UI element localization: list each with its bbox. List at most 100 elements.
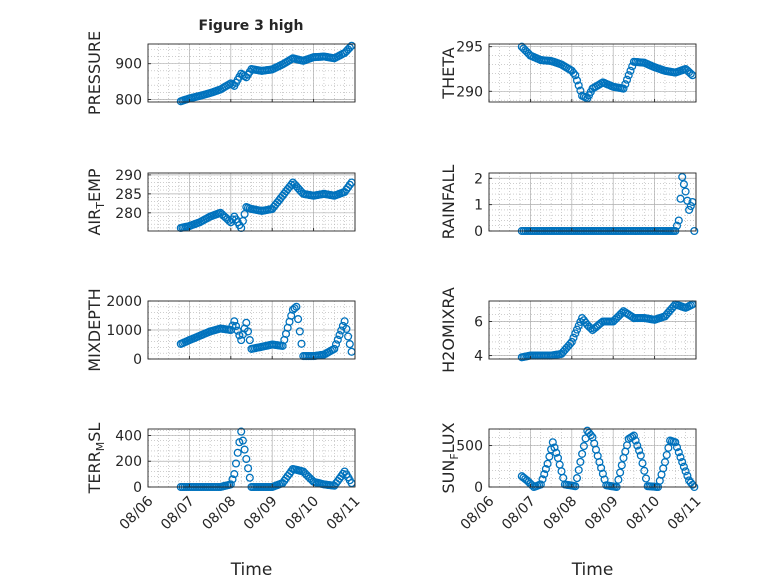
axes-background — [148, 173, 355, 231]
y-tick-label: 280 — [115, 206, 142, 222]
x-tick-label: 08/07 — [158, 493, 198, 533]
data-point — [640, 466, 649, 475]
y-tick-label: 290 — [115, 168, 142, 184]
data-point — [230, 317, 239, 326]
data-point — [335, 331, 344, 340]
y-tick-label: 0 — [474, 480, 483, 496]
axes-background — [489, 173, 696, 231]
data-point — [548, 438, 557, 447]
figure-title: Figure 3 high — [199, 18, 304, 34]
data-point — [340, 317, 349, 326]
y-axis-label: AIRTEMP — [85, 168, 107, 235]
data-point — [245, 336, 254, 345]
data-point — [631, 436, 640, 445]
data-point — [345, 180, 354, 189]
data-point — [344, 332, 353, 341]
data-point — [240, 445, 249, 454]
axes-box — [147, 172, 356, 232]
y-axis-label: SUNFLUX — [439, 422, 461, 493]
data-point — [579, 442, 588, 451]
y-tick-label: 2 — [474, 171, 483, 187]
x-tick-label: 08/10 — [623, 493, 663, 533]
data-point — [540, 470, 549, 479]
x-axis-label: Time — [230, 560, 273, 580]
data-point — [574, 465, 583, 475]
x-tick-label: 08/08 — [199, 493, 239, 533]
data-point — [572, 325, 582, 334]
data-series — [517, 300, 697, 362]
data-point — [616, 468, 625, 477]
data-point — [543, 459, 552, 468]
data-point — [235, 331, 244, 340]
y-tick-label: 0 — [474, 224, 483, 240]
y-tick-label: 800 — [115, 92, 142, 108]
data-point — [662, 450, 671, 460]
data-point — [574, 321, 583, 330]
data-point — [672, 443, 682, 452]
data-point — [243, 327, 253, 336]
data-point — [566, 339, 575, 348]
data-point — [294, 315, 303, 324]
data-point — [674, 448, 683, 457]
x-tick-label: 08/09 — [582, 493, 622, 533]
data-series — [176, 178, 356, 233]
data-point — [622, 75, 632, 84]
data-point — [238, 436, 247, 445]
data-point — [245, 473, 254, 482]
x-tick-label: 08/06 — [458, 493, 498, 533]
data-point — [290, 304, 299, 313]
data-point — [295, 327, 304, 336]
data-point — [621, 80, 630, 89]
axes-box — [147, 43, 356, 103]
data-point — [567, 337, 576, 346]
subplot-3: 280 285 290 AIRTEMP — [85, 168, 356, 236]
data-point — [678, 172, 687, 182]
data-point — [678, 458, 687, 467]
data-point — [576, 457, 585, 466]
data-point — [674, 216, 683, 225]
data-point — [550, 443, 559, 452]
data-series — [176, 302, 356, 361]
data-point — [617, 461, 626, 470]
data-point — [342, 324, 351, 333]
data-point — [569, 68, 578, 78]
data-point — [624, 71, 633, 80]
subplot-8: 0 500 08/06 08/07 08/08 08/09 08/10 08/11 Time SU… — [439, 422, 704, 580]
data-point — [635, 446, 644, 455]
data-point — [681, 187, 690, 196]
y-tick-label: 295 — [456, 40, 483, 56]
data-point — [586, 431, 595, 440]
subplot-4: 0 1 2 RAINFALL — [439, 165, 699, 240]
y-tick-label: 900 — [115, 57, 142, 73]
data-point — [572, 76, 582, 85]
y-tick-label: 2000 — [106, 294, 142, 310]
y-tick-label: 6 — [474, 314, 483, 330]
axes-box — [147, 428, 356, 488]
data-point — [636, 451, 645, 460]
data-point — [629, 431, 638, 440]
data-point — [541, 464, 550, 474]
x-tick-label: 08/07 — [499, 493, 539, 533]
y-tick-label: 500 — [456, 439, 483, 455]
data-point — [226, 480, 235, 489]
data-point — [331, 340, 341, 349]
data-point — [685, 205, 694, 214]
data-point — [571, 71, 580, 80]
y-tick-label: 0 — [133, 352, 142, 368]
data-point — [619, 84, 628, 93]
data-point — [237, 336, 246, 345]
axes-box — [488, 428, 697, 488]
axes-background — [489, 301, 696, 359]
data-point — [337, 326, 346, 335]
subplot-6: 4 6 H2OMIXRA — [439, 287, 697, 373]
data-point — [681, 467, 690, 476]
subplot-1: 800 900 PRESSURE — [85, 31, 356, 115]
x-axis-label: Time — [571, 560, 614, 580]
data-point — [237, 427, 246, 436]
y-tick-label: 4 — [474, 349, 483, 365]
data-point — [297, 339, 306, 348]
data-point — [664, 443, 673, 452]
x-tick-label: 08/08 — [540, 493, 580, 533]
y-axis-label: MIXDEPTH — [85, 288, 104, 371]
